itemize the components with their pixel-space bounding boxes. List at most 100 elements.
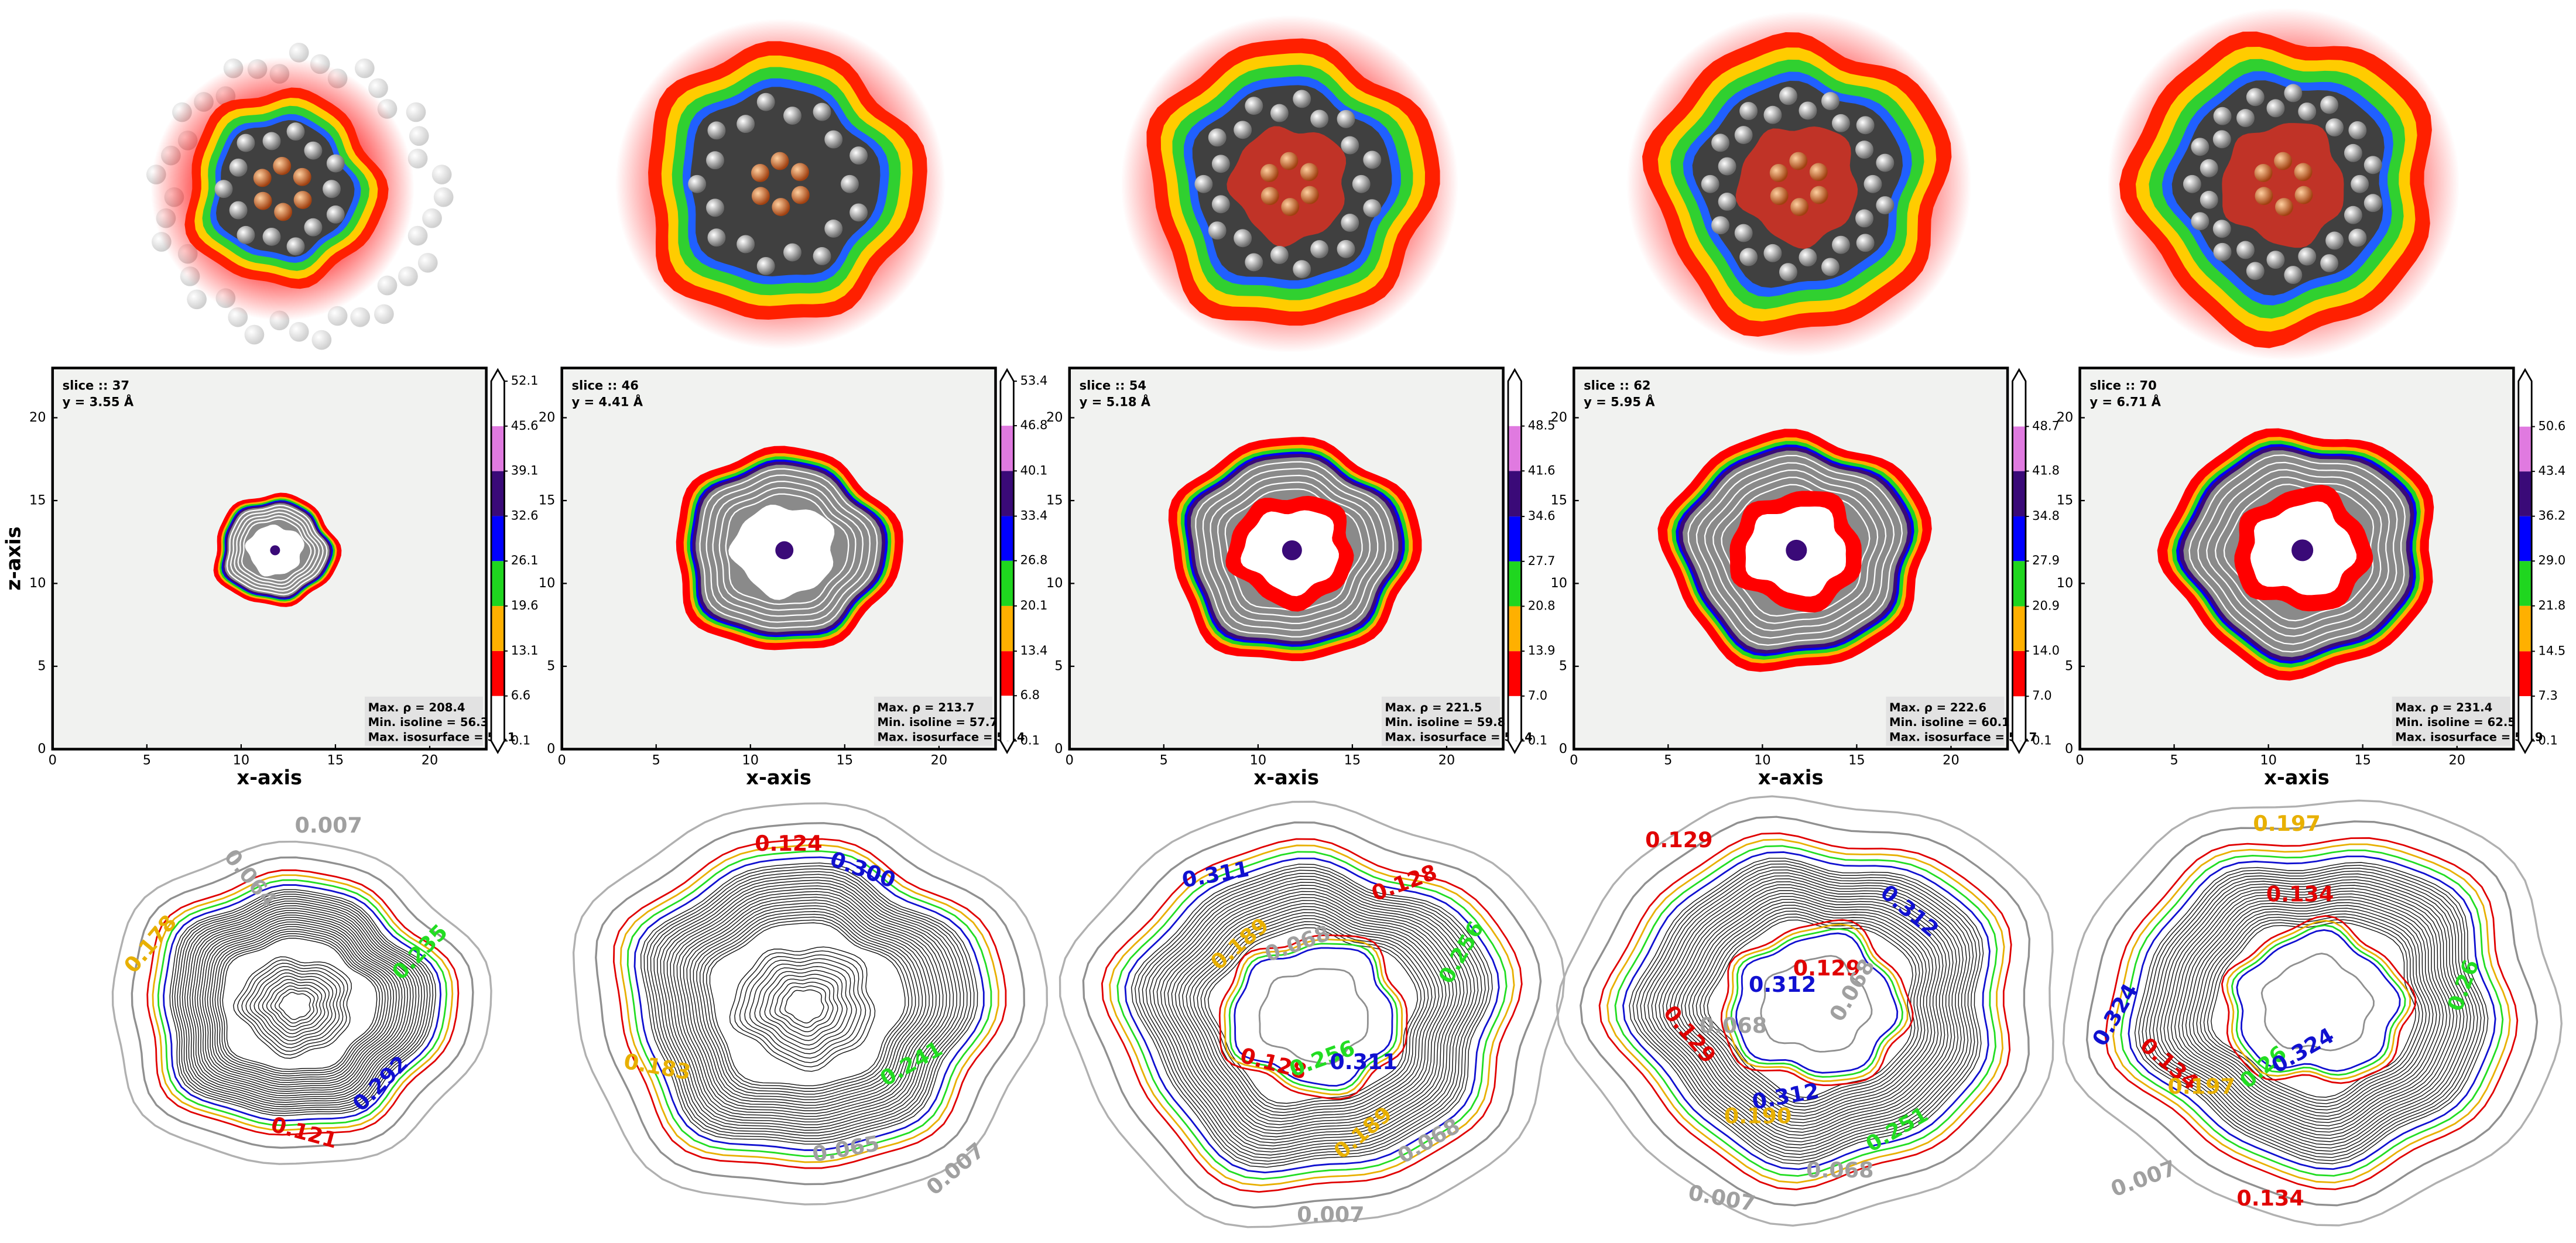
ghost-atom (244, 324, 265, 345)
isoline (2226, 920, 2411, 1080)
isoline (2200, 913, 2427, 1108)
colorbar-segment (2518, 651, 2532, 696)
colorbar-tick-label: 40.1 (1020, 463, 1048, 477)
y-tick-label: 20 (539, 410, 556, 425)
colorbar-tick-label: 48.5 (1528, 418, 1556, 433)
atom (304, 141, 323, 160)
colorbar-tick-label: 20.9 (2032, 598, 2060, 613)
isoline (1720, 919, 1914, 1087)
stat-text: Max. ρ = 222.6 (1889, 701, 1986, 714)
atom (214, 180, 233, 198)
density-line (712, 481, 864, 617)
isoline (1163, 891, 1461, 1141)
isoline (676, 893, 940, 1114)
isoline (729, 946, 876, 1072)
atom-core (1810, 186, 1828, 204)
atom (1245, 253, 1263, 272)
colorbar-tick-label: 27.7 (1528, 553, 1556, 568)
atom-core (1300, 186, 1319, 204)
density-line (2188, 454, 2406, 653)
atom (1876, 153, 1895, 172)
isoline (266, 982, 323, 1031)
density-inner (2222, 123, 2344, 248)
y-tick-label: 15 (539, 492, 556, 508)
colorbar-segment (491, 650, 505, 696)
atom (1211, 195, 1230, 214)
atom (2298, 247, 2317, 266)
atom (737, 235, 755, 254)
isoline (626, 850, 992, 1158)
atom (756, 93, 775, 111)
isoline (2138, 865, 2485, 1162)
atom (1310, 240, 1329, 259)
isoline (2181, 899, 2444, 1124)
isoline (1135, 867, 1489, 1165)
isoline-label: 0.134 (2236, 1186, 2304, 1211)
molecule-render (146, 42, 454, 350)
isoline-label: 0.007 (2108, 1155, 2180, 1202)
isoline (2163, 885, 2461, 1139)
isoline (237, 959, 348, 1056)
isoline-label: 0.189 (1329, 1101, 1397, 1164)
isoline (1116, 851, 1508, 1180)
isoline (1654, 878, 1961, 1142)
isoline (2203, 916, 2423, 1104)
isoline (249, 969, 337, 1045)
atom (1763, 244, 1782, 262)
ghost-atom (433, 187, 454, 207)
ghost-atom (406, 102, 426, 122)
isoline (1124, 857, 1500, 1174)
stat-text: Max. isosurface = 53.4 (877, 730, 1025, 744)
atom (1234, 229, 1252, 248)
colorbar-segment (1508, 606, 1522, 652)
atom (1363, 150, 1382, 169)
colorbar-segment (1000, 426, 1014, 471)
atom (2266, 99, 2285, 118)
isoline (1606, 838, 2005, 1184)
isoline (2185, 902, 2441, 1120)
isoline (1174, 900, 1450, 1132)
y-tick-label: 10 (2057, 576, 2074, 591)
isoline-label: 0.129 (1793, 956, 1861, 981)
atom (1763, 105, 1782, 124)
x-tick-label: 15 (1344, 753, 1361, 768)
x-tick-label: 5 (652, 753, 660, 768)
atom (1208, 221, 1227, 240)
stat-text: Min. isoline = 62.5 (2395, 715, 2516, 729)
colorbar-segment (1000, 605, 1014, 652)
annotation: slice :: 46 (572, 378, 639, 392)
atom (2191, 212, 2210, 231)
isoline-label: 0.311 (1330, 1049, 1397, 1074)
x-tick-label: 10 (1754, 753, 1771, 768)
colorbar-segment (2012, 426, 2026, 471)
isoline (640, 862, 978, 1145)
plot-frame (1068, 367, 1505, 751)
atom (1718, 193, 1736, 211)
atom (824, 130, 843, 149)
annotation: y = 3.55 Å (63, 394, 134, 409)
isoline (2156, 879, 2468, 1145)
atom-core (2294, 163, 2313, 182)
isoline (1688, 905, 1930, 1114)
isoline-label: 0.190 (1724, 1104, 1791, 1129)
isoline (2196, 910, 2430, 1111)
isoline (1082, 821, 1542, 1209)
molecule-render (615, 19, 946, 350)
atom (1211, 155, 1230, 173)
isoline-label: 0.007 (922, 1138, 989, 1200)
density-line (2223, 484, 2375, 622)
atom (1734, 126, 1753, 144)
atom (323, 180, 341, 198)
density-line (2206, 469, 2390, 637)
stat-text: Max. isosurface = 55.7 (1889, 730, 2037, 744)
isoline (2152, 876, 2471, 1149)
isoline (220, 935, 381, 1072)
isoline (1059, 800, 1566, 1228)
ghost-atom (187, 289, 207, 310)
x-tick-label: 20 (1438, 753, 1455, 768)
isoline (673, 891, 944, 1117)
colorbar-tick-label: 20.8 (1528, 598, 1556, 612)
colorbar-tick-label: 48.7 (2032, 418, 2060, 433)
isoline (709, 922, 906, 1087)
colorbar-segment (1000, 516, 1014, 561)
